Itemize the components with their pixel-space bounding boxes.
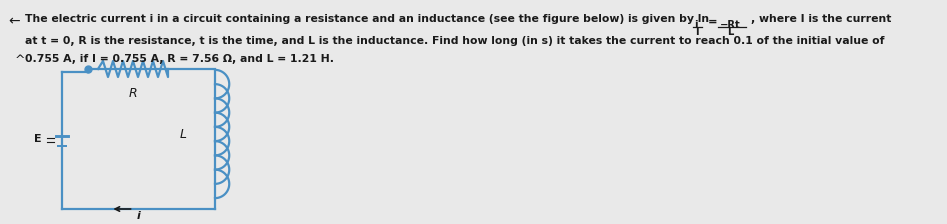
Text: ^: ^ [15,54,26,67]
Text: , where I is the current: , where I is the current [751,14,891,24]
Text: 0.755 A, if I = 0.755 A, R = 7.56 Ω, and L = 1.21 H.: 0.755 A, if I = 0.755 A, R = 7.56 Ω, and… [25,54,334,64]
Text: −Rt: −Rt [720,20,741,30]
Text: L: L [727,27,733,37]
Text: ←: ← [8,14,20,28]
Text: R: R [129,87,137,100]
Text: at t = 0, R is the resistance, t is the time, and L is the inductance. Find how : at t = 0, R is the resistance, t is the … [25,36,884,46]
Text: i: i [136,211,140,221]
Text: E: E [34,134,42,144]
Text: L: L [180,127,187,140]
Text: The electric current i in a circuit containing a resistance and an inductance (s: The electric current i in a circuit cont… [25,14,709,24]
Text: i: i [694,20,698,30]
Text: =: = [708,17,718,27]
Text: I: I [695,27,699,37]
